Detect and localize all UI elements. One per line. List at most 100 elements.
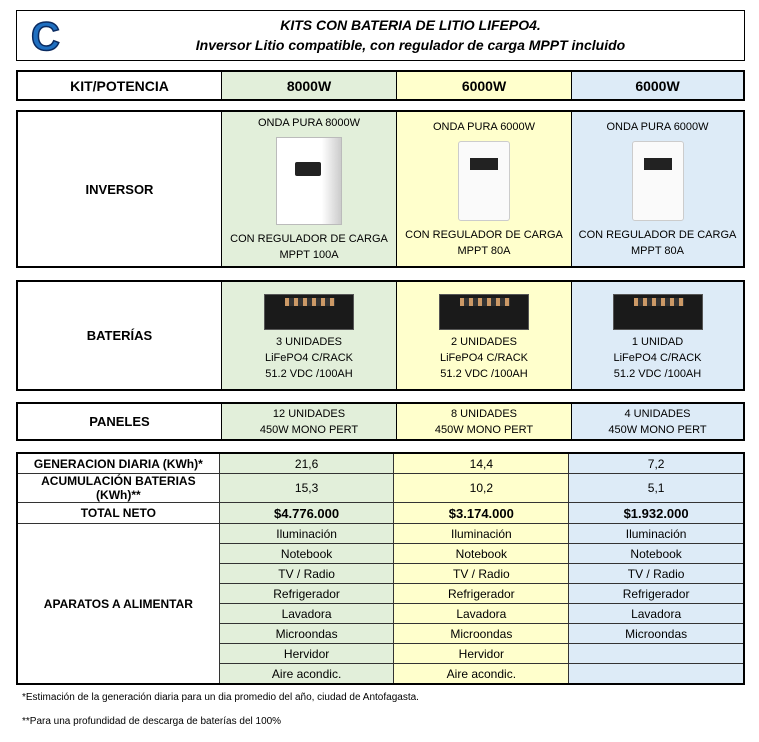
kit1-panels: 12 UNIDADES 450W MONO PERT	[222, 404, 397, 439]
battery-type: LiFePO4 C/RACK	[264, 351, 354, 364]
panel-units: 4 UNIDADES	[624, 407, 691, 420]
appliances-label: APARATOS A ALIMENTAR	[16, 523, 220, 685]
total-row: TOTAL NETO $4.776.000 $3.174.000 $1.932.000	[16, 502, 745, 524]
kit1-total: $4.776.000	[218, 502, 395, 524]
kit1-appliance: Aire acondic.	[218, 663, 395, 685]
accumulation-label: ACUMULACIÓN BATERIAS (KWh)**	[16, 473, 220, 503]
kit2-power: 6000W	[397, 72, 572, 99]
panel-type: 450W MONO PERT	[434, 423, 534, 436]
kit3-appliance	[568, 643, 745, 664]
panels-section: PANELES 12 UNIDADES 450W MONO PERT 8 UNID…	[16, 402, 745, 441]
panel-units: 12 UNIDADES	[272, 407, 346, 420]
inverter-type: ONDA PURA 8000W	[257, 117, 361, 129]
kit3-battery: 1 UNIDAD LiFePO4 C/RACK 51.2 VDC /100AH	[572, 282, 743, 389]
kit1-appliance: Hervidor	[218, 643, 395, 664]
battery-section: BATERÍAS 3 UNIDADES LiFePO4 C/RACK 51.2 VD…	[16, 280, 745, 391]
kit3-generation: 7,2	[568, 452, 745, 474]
kit2-total: $3.174.000	[393, 502, 570, 524]
kit1-inverter: ONDA PURA 8000W CON REGULADOR DE CARGA MPP…	[222, 112, 397, 266]
appliance-row: TV / Radio TV / Radio TV / Radio	[17, 563, 745, 584]
total-label: TOTAL NETO	[16, 502, 220, 524]
kit3-accumulation: 5,1	[568, 473, 745, 503]
inverter-label: INVERSOR	[18, 112, 222, 266]
inverter-mppt: MPPT 80A	[457, 245, 511, 257]
generation-label: GENERACION DIARIA (KWh)*	[16, 452, 220, 474]
inverter-regulator: CON REGULADOR DE CARGA	[405, 229, 563, 241]
kit3-appliance: TV / Radio	[568, 563, 745, 584]
kit1-appliance: Lavadora	[218, 603, 395, 624]
kit3-panels: 4 UNIDADES 450W MONO PERT	[572, 404, 743, 439]
kit3-appliance: Notebook	[568, 543, 745, 564]
kit-header-row: KIT/POTENCIA 8000W 6000W 6000W	[16, 70, 745, 101]
kit1-appliance: Notebook	[218, 543, 395, 564]
inverter-image	[458, 141, 510, 221]
battery-image	[264, 293, 354, 330]
battery-label: BATERÍAS	[18, 282, 222, 389]
footnote-2: **Para una profundidad de descarga de ba…	[22, 716, 282, 727]
appliance-row: Aire acondic. Aire acondic.	[17, 663, 745, 685]
kit1-power: 8000W	[222, 72, 397, 99]
kit2-inverter: ONDA PURA 6000W CON REGULADOR DE CARGA MPP…	[397, 112, 572, 266]
inverter-image	[276, 137, 342, 225]
kit1-appliance: TV / Radio	[218, 563, 395, 584]
inverter-image	[631, 141, 684, 221]
battery-units: 3 UNIDADES	[275, 335, 343, 348]
battery-units: 1 UNIDAD	[631, 335, 684, 348]
generation-row: GENERACION DIARIA (KWh)* 21,6 14,4 7,2	[16, 452, 745, 474]
inverter-mppt: MPPT 80A	[631, 245, 684, 257]
kit2-appliance: Hervidor	[393, 643, 570, 664]
kit3-inverter: ONDA PURA 6000W CON REGULADOR DE CARGA MPP…	[572, 112, 743, 266]
kit2-panels: 8 UNIDADES 450W MONO PERT	[397, 404, 572, 439]
summary-table: GENERACION DIARIA (KWh)* 21,6 14,4 7,2 ACUMU…	[16, 452, 745, 685]
kit3-appliance	[568, 663, 745, 685]
kit3-appliance: Iluminación	[568, 523, 745, 544]
inverter-regulator: CON REGULADOR DE CARGA	[578, 229, 737, 241]
inverter-regulator: CON REGULADOR DE CARGA	[230, 233, 388, 245]
kit2-accumulation: 10,2	[393, 473, 570, 503]
accumulation-row: ACUMULACIÓN BATERIAS (KWh)** 15,3 10,2 5,1	[16, 473, 745, 503]
kit3-appliance: Refrigerador	[568, 583, 745, 604]
appliance-row: Notebook Notebook Notebook	[17, 543, 745, 564]
kit1-appliance: Microondas	[218, 623, 395, 644]
battery-spec: 51.2 VDC /100AH	[265, 367, 353, 380]
kit2-appliance: Notebook	[393, 543, 570, 564]
kit2-generation: 14,4	[393, 452, 570, 474]
kit2-appliance: Aire acondic.	[393, 663, 570, 685]
kit1-accumulation: 15,3	[218, 473, 395, 503]
panel-type: 450W MONO PERT	[259, 423, 359, 436]
kit1-battery: 3 UNIDADES LiFePO4 C/RACK 51.2 VDC /100AH	[222, 282, 397, 389]
panels-label: PANELES	[18, 404, 222, 439]
page-subtitle: Inversor Litio compatible, con regulador…	[195, 37, 626, 53]
footnote-1: *Estimación de la generación diaria para…	[22, 692, 419, 703]
kit2-appliance: Refrigerador	[393, 583, 570, 604]
kit3-appliance: Lavadora	[568, 603, 745, 624]
battery-spec: 51.2 VDC /100AH	[613, 367, 702, 380]
kit1-generation: 21,6	[218, 452, 395, 474]
battery-units: 2 UNIDADES	[450, 335, 518, 348]
kit2-appliance: TV / Radio	[393, 563, 570, 584]
kit3-power: 6000W	[572, 72, 743, 99]
inverter-type: ONDA PURA 6000W	[432, 121, 536, 133]
inverter-mppt: MPPT 100A	[279, 249, 339, 261]
appliance-row: Hervidor Hervidor	[17, 643, 745, 664]
appliance-row: Lavadora Lavadora Lavadora	[17, 603, 745, 624]
battery-type: LiFePO4 C/RACK	[439, 351, 529, 364]
appliance-row: APARATOS A ALIMENTAR Iluminación Iluminaci…	[16, 523, 745, 685]
battery-image	[612, 293, 703, 330]
kit-label: KIT/POTENCIA	[18, 72, 222, 99]
kit1-appliance: Iluminación	[218, 523, 395, 544]
kit3-appliance: Microondas	[568, 623, 745, 644]
inverter-type: ONDA PURA 6000W	[606, 121, 709, 133]
battery-spec: 51.2 VDC /100AH	[440, 367, 528, 380]
title-box: C KITS CON BATERIA DE LITIO LIFEPO4. Inv…	[16, 10, 745, 61]
appliance-row: Microondas Microondas Microondas	[17, 623, 745, 644]
panel-units: 8 UNIDADES	[450, 407, 518, 420]
kit2-appliance: Lavadora	[393, 603, 570, 624]
kit2-appliance: Iluminación	[393, 523, 570, 544]
kit2-battery: 2 UNIDADES LiFePO4 C/RACK 51.2 VDC /100AH	[397, 282, 572, 389]
battery-type: LiFePO4 C/RACK	[613, 351, 702, 364]
inverter-section: INVERSOR ONDA PURA 8000W CON REGULADOR DE…	[16, 110, 745, 268]
logo: C	[30, 15, 60, 59]
kit1-appliance: Refrigerador	[218, 583, 395, 604]
battery-image	[439, 293, 529, 330]
